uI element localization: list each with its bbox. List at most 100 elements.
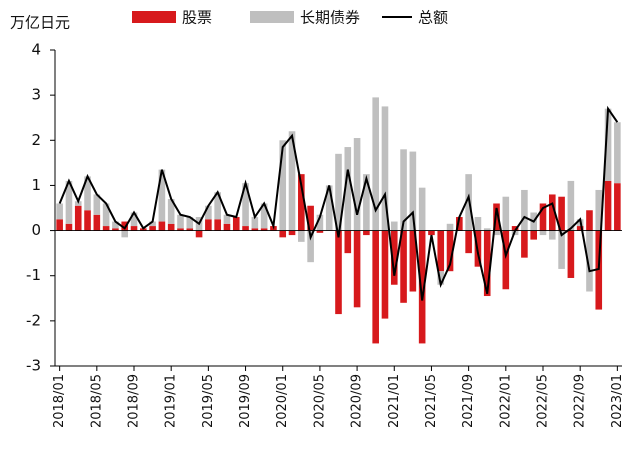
x-tick-label: 2019/01 [164,374,179,428]
bar [251,228,259,231]
bar [167,198,175,224]
y-tick-label: 4 [31,41,41,59]
bar [102,226,110,231]
bar [558,230,565,269]
bar [614,122,621,184]
bar [558,196,565,231]
bar [102,203,110,227]
bar [65,223,73,231]
bar [186,228,194,231]
y-tick-label: 3 [31,86,41,104]
bar [298,174,305,231]
bar [205,219,212,231]
y-tick-label: 2 [31,131,41,149]
bar [214,219,221,231]
bar [548,194,556,231]
bar [567,230,575,278]
x-tick-label: 2022/01 [498,374,513,428]
bar [604,180,612,231]
legend-label: 总额 [418,9,448,27]
bar [158,221,166,231]
bar [502,230,510,290]
bar [186,217,194,229]
bar [456,217,463,231]
bar [493,230,500,236]
legend-swatch [132,11,176,23]
y-tick-label: 1 [31,176,41,194]
bar [363,174,370,231]
legend-label: 长期债券 [300,9,360,27]
bar [614,183,621,231]
bar [595,230,603,310]
bar [586,210,593,231]
bar [279,140,287,231]
bar [158,169,166,222]
bar [428,230,435,236]
bar [409,230,417,292]
bar [288,131,296,231]
bar [325,185,333,231]
bar [84,176,91,211]
bar [307,230,314,263]
y-tick-label: 0 [31,221,41,239]
x-tick-label: 2020/09 [350,374,365,428]
bar [372,230,379,344]
bar [149,226,156,231]
x-tick-label: 2023/01 [610,374,625,428]
legend-swatch [250,11,294,23]
bar [316,214,324,231]
bar [418,187,426,231]
bar [437,230,445,272]
bar [177,214,184,229]
bar [409,151,417,231]
x-tick-label: 2020/01 [275,374,290,428]
bar [56,219,63,231]
x-tick-label: 2021/05 [424,374,439,428]
bar [483,228,491,231]
bar [446,223,454,231]
bar [595,189,603,231]
bar [251,217,259,229]
x-tick-label: 2020/05 [312,374,327,428]
bar [149,221,156,227]
y-tick-label: -2 [26,311,41,329]
bar [344,147,352,231]
bar [84,210,91,231]
bar [353,230,361,308]
bar [242,183,249,227]
bar [260,203,268,229]
x-tick-label: 2019/05 [201,374,216,428]
bar [530,230,537,240]
bar [242,226,249,231]
bar [502,196,510,231]
y-tick-label: -3 [26,357,41,375]
bar [381,230,389,319]
bar [335,230,342,315]
bar [130,212,138,227]
bar [400,149,407,231]
x-tick-label: 2019/09 [238,374,253,428]
bar [177,228,184,231]
bar [260,228,268,231]
bar [586,230,593,292]
x-tick-label: 2018/01 [52,374,67,428]
y-tick-label: -1 [26,266,41,284]
bar [400,230,407,303]
x-tick-label: 2021/01 [387,374,402,428]
y-unit-label: 万亿日元 [10,14,70,32]
bar [335,153,342,231]
bar [93,194,101,215]
bar [418,230,426,344]
bar [112,221,119,229]
bar [381,106,389,231]
bar [539,230,547,236]
bar [223,214,231,224]
bar [363,230,370,236]
bar [576,226,584,231]
bar [112,228,119,231]
legend-label: 股票 [182,9,212,27]
bar [390,230,398,285]
bar [93,214,101,231]
bar [446,230,454,272]
